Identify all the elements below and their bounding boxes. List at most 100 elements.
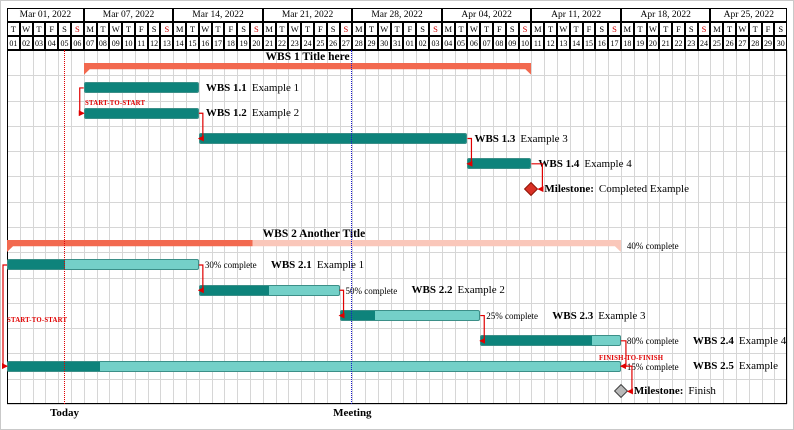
day-number-cell: 12 — [544, 36, 557, 50]
week-header-cell: Mar 14, 2022 — [173, 8, 263, 22]
day-number-cell: 27 — [339, 36, 353, 50]
day-number-cell: 24 — [301, 36, 314, 50]
day-letter-cell: M — [620, 22, 634, 36]
task-progress-label-t23: 25% complete — [486, 311, 538, 322]
task-progress-t13 — [199, 134, 467, 143]
day-number-cell: 09 — [505, 36, 519, 50]
day-number-cell: 12 — [147, 36, 161, 50]
day-number-cell: 15 — [582, 36, 596, 50]
day-number-cell: 30 — [774, 36, 788, 50]
task-desc: Example 2 — [251, 107, 300, 120]
day-letter-cell: S — [429, 22, 442, 36]
task-progress-t22 — [199, 285, 270, 295]
task-label-t13: WBS 1.3 Example 3 — [474, 132, 567, 146]
day-letter-cell: T — [569, 22, 583, 36]
task-progress-label-t24: 80% complete — [626, 336, 679, 347]
day-letter-cell: T — [723, 22, 737, 36]
task-desc: Example 3 — [598, 309, 646, 322]
day-number-cell: 29 — [365, 36, 378, 50]
task-progress-label-t21: 30% complete — [204, 260, 257, 271]
task-desc: Example — [738, 360, 778, 373]
grid-line-horizontal — [7, 75, 788, 77]
day-letter-cell: W — [288, 22, 302, 36]
day-number-cell: 21 — [659, 36, 673, 50]
day-number-cell: 03 — [32, 36, 46, 50]
milestone-desc: Completed Example — [598, 183, 689, 196]
day-number-cell: 22 — [275, 36, 289, 50]
day-letter-cell: T — [96, 22, 110, 36]
task-desc: Example 3 — [520, 132, 568, 145]
day-number-cell: 04 — [441, 36, 455, 50]
task-bar-t21 — [7, 259, 199, 271]
day-letter-cell: M — [83, 22, 97, 36]
week-header-cell: Apr 11, 2022 — [531, 8, 621, 22]
task-bar-t11 — [83, 82, 199, 94]
chart-border — [7, 50, 788, 405]
day-letter-cell: F — [761, 22, 775, 36]
day-number-cell: 20 — [646, 36, 660, 50]
day-number-cell: 26 — [326, 36, 340, 50]
day-letter-cell: S — [339, 22, 353, 36]
day-number-cell: 17 — [211, 36, 225, 50]
task-desc: Example 4 — [584, 157, 632, 170]
task-progress-t25 — [8, 361, 100, 371]
day-number-cell: 22 — [672, 36, 685, 50]
link-annotation-0: START-TO-START — [85, 99, 146, 107]
task-bar-t14 — [467, 158, 532, 170]
day-number-cell: 17 — [608, 36, 621, 50]
day-number-cell: 13 — [160, 36, 174, 50]
day-number-cell: 30 — [377, 36, 391, 50]
day-number-cell: 03 — [429, 36, 442, 50]
day-number-cell: 02 — [416, 36, 430, 50]
day-number-cell: 23 — [684, 36, 698, 50]
task-label-t14: WBS 1.4 Example 4 — [538, 157, 631, 171]
day-number-cell: 04 — [45, 36, 59, 50]
day-number-cell: 19 — [237, 36, 250, 50]
grid-line-horizontal — [7, 151, 788, 153]
day-letter-cell: T — [7, 22, 20, 36]
day-number-cell: 24 — [697, 36, 711, 50]
group-title-g1: WBS 1 Title here — [265, 50, 350, 63]
day-number-cell: 08 — [96, 36, 110, 50]
day-letter-cell: M — [262, 22, 276, 36]
day-letter-cell: S — [608, 22, 621, 36]
day-letter-cell: S — [595, 22, 609, 36]
day-letter-cell: S — [505, 22, 519, 36]
milestone-name: Milestone: — [544, 183, 594, 196]
task-name: WBS 1.3 — [474, 132, 516, 145]
day-letter-cell: W — [556, 22, 570, 36]
day-number-cell: 26 — [723, 36, 737, 50]
day-number-cell: 21 — [262, 36, 276, 50]
milestone-name: Milestone: — [633, 385, 684, 398]
day-letter-cell: S — [58, 22, 71, 36]
day-number-cell: 06 — [70, 36, 84, 50]
link-annotation-1: START-TO-START — [7, 317, 68, 324]
day-letter-cell: W — [736, 22, 749, 36]
task-progress-label-t22: 50% complete — [345, 285, 398, 296]
grid-line-horizontal — [7, 378, 788, 380]
day-number-cell: 25 — [710, 36, 724, 50]
task-desc: Example 1 — [316, 258, 365, 271]
day-letter-cell: T — [748, 22, 762, 36]
day-number-cell: 09 — [109, 36, 123, 50]
day-number-cell: 11 — [134, 36, 148, 50]
day-letter-cell: M — [173, 22, 187, 36]
day-number-cell: 07 — [480, 36, 494, 50]
day-number-cell: 23 — [288, 36, 302, 50]
grid-line-horizontal — [7, 277, 788, 279]
day-letter-cell: S — [684, 22, 698, 36]
day-number-cell: 16 — [595, 36, 609, 50]
day-number-cell: 10 — [122, 36, 135, 50]
grid-line-horizontal — [7, 302, 788, 304]
day-letter-cell: T — [122, 22, 135, 36]
day-letter-cell: T — [275, 22, 289, 36]
day-letter-cell: T — [365, 22, 378, 36]
grid-line-horizontal — [7, 100, 788, 102]
task-desc: Example 4 — [738, 334, 787, 347]
task-progress-t21 — [8, 260, 65, 270]
day-letter-cell: F — [313, 22, 327, 36]
week-header-cell: Apr 04, 2022 — [441, 8, 532, 22]
day-letter-cell: T — [186, 22, 199, 36]
day-letter-cell: S — [160, 22, 174, 36]
